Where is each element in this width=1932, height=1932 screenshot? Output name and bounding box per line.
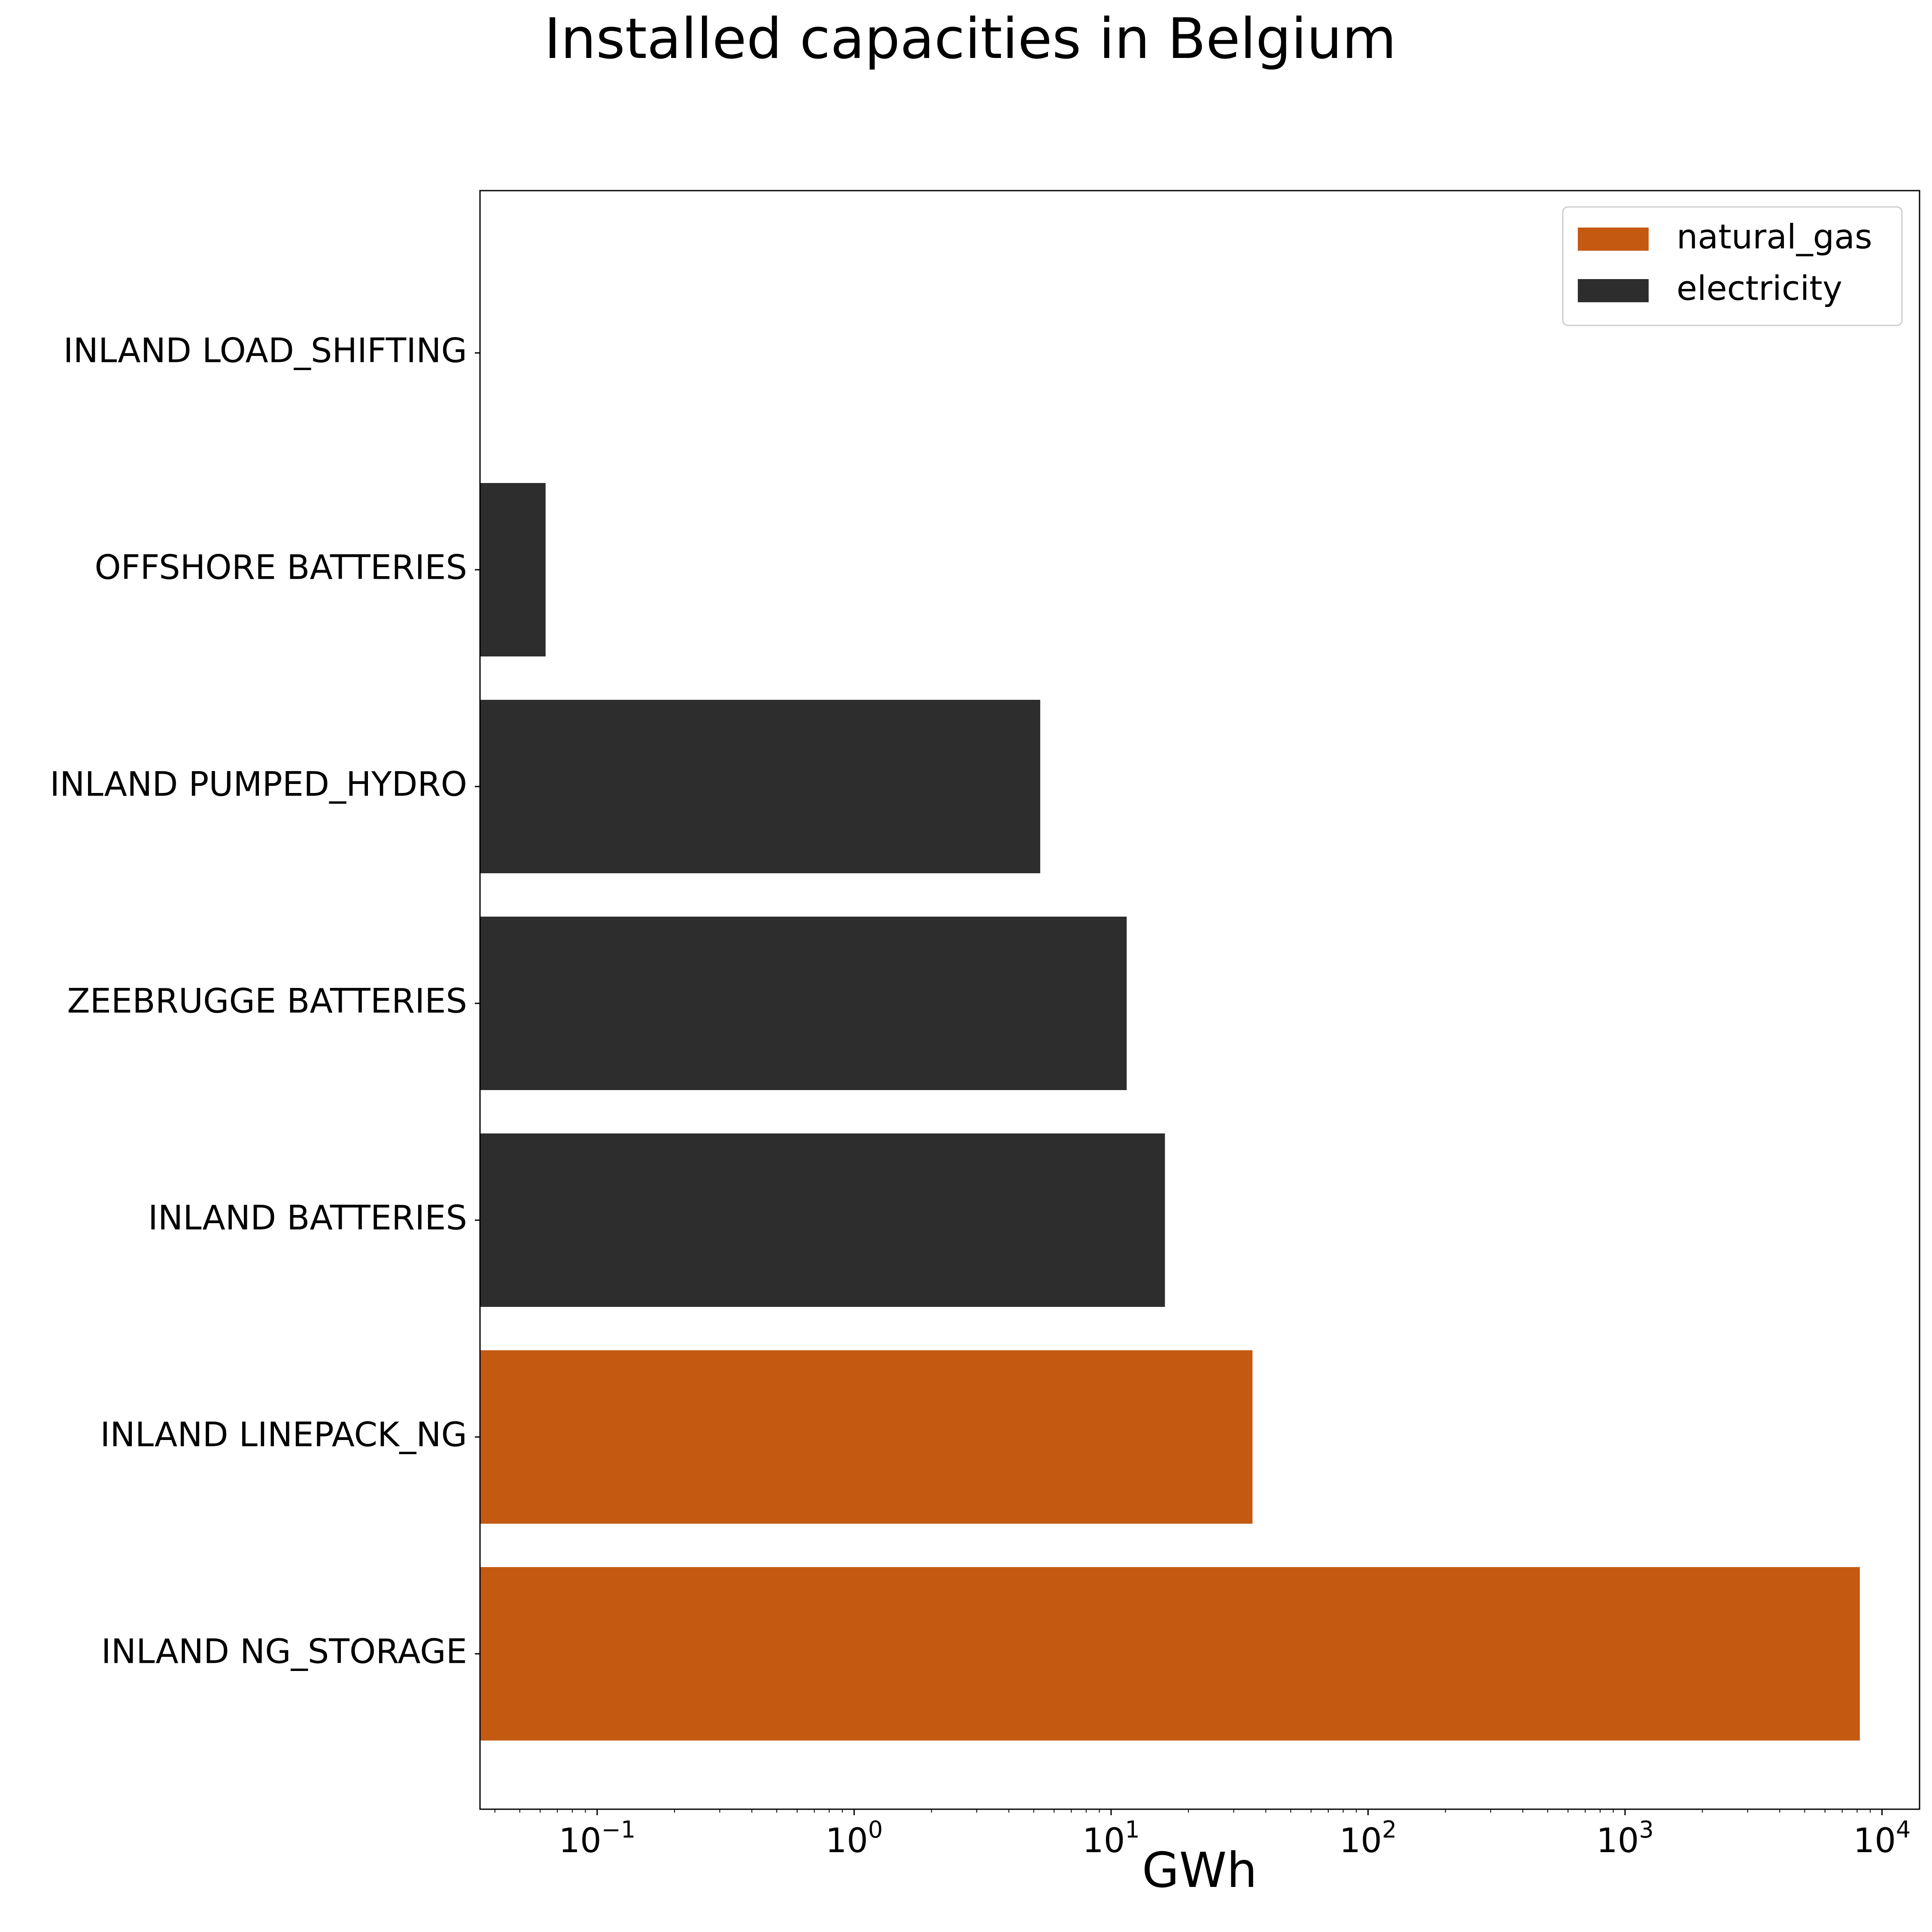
y-tick-label-inland-ng-storage: INLAND NG_STORAGE [101, 1632, 467, 1671]
x-axis: 10−1 100 101 102 103 104 [494, 1809, 1911, 1860]
x-tick-label: 103 [1596, 1816, 1654, 1860]
chart-title: Installed capacities in Belgium [544, 6, 1397, 71]
y-tick-label-offshore-batteries: OFFSHORE BATTERIES [94, 548, 467, 587]
y-tick-label-zeebrugge-batteries: ZEEBRUGGE BATTERIES [67, 982, 467, 1021]
legend: natural_gas electricity [1562, 206, 1903, 326]
x-axis-label: GWh [1142, 1843, 1258, 1899]
legend-label-natural-gas: natural_gas [1677, 218, 1872, 256]
legend-swatch-electricity [1578, 279, 1649, 302]
bar-inland-linepack-ng [480, 1350, 1253, 1524]
y-tick-label-inland-batteries: INLAND BATTERIES [148, 1199, 467, 1237]
x-tick-label: 10−1 [559, 1816, 635, 1860]
bar-inland-ng-storage [480, 1567, 1860, 1741]
x-tick-label: 100 [826, 1816, 883, 1860]
x-tick-label: 104 [1853, 1816, 1911, 1860]
x-tick-label: 102 [1340, 1816, 1397, 1860]
y-tick-label-inland-load-shifting: INLAND LOAD_SHIFTING [64, 331, 467, 370]
legend-swatch-natural-gas [1578, 228, 1649, 251]
y-tick-label-inland-linepack-ng: INLAND LINEPACK_NG [100, 1416, 467, 1454]
y-axis: INLAND LOAD_SHIFTING OFFSHORE BATTERIES IN… [50, 331, 480, 1671]
bar-inland-batteries [480, 1133, 1165, 1307]
x-tick-label: 101 [1082, 1816, 1140, 1860]
legend-label-electricity: electricity [1677, 269, 1842, 308]
bar-inland-pumped-hydro [480, 700, 1040, 873]
bar-offshore-batteries [480, 483, 546, 656]
bars-layer [480, 483, 1860, 1741]
y-tick-label-inland-pumped-hydro: INLAND PUMPED_HYDRO [50, 765, 467, 804]
bar-zeebrugge-batteries [480, 917, 1127, 1090]
plot-frame [479, 190, 1920, 1810]
